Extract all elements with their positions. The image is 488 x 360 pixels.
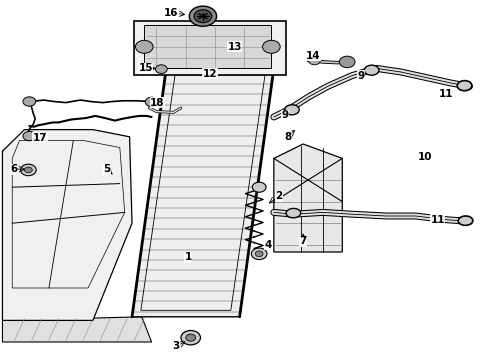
Text: 13: 13 [227, 42, 242, 52]
Text: 5: 5 [103, 164, 110, 174]
Polygon shape [144, 25, 271, 68]
Text: 9: 9 [357, 71, 364, 81]
Text: 2: 2 [275, 191, 282, 201]
Text: 18: 18 [150, 98, 164, 108]
Polygon shape [132, 68, 273, 317]
Text: 12: 12 [203, 69, 217, 79]
Text: 4: 4 [264, 240, 271, 250]
Circle shape [339, 56, 354, 68]
Circle shape [181, 330, 200, 345]
Text: 11: 11 [429, 215, 444, 225]
Text: 8: 8 [284, 132, 290, 142]
Circle shape [252, 182, 265, 192]
Text: 15: 15 [138, 63, 153, 73]
Text: 3: 3 [172, 341, 179, 351]
Circle shape [135, 40, 153, 53]
Circle shape [23, 97, 36, 106]
Circle shape [185, 334, 195, 341]
Circle shape [251, 248, 266, 260]
Circle shape [145, 97, 158, 107]
Circle shape [308, 56, 320, 65]
Circle shape [255, 251, 263, 257]
Circle shape [189, 6, 216, 26]
Text: 6: 6 [10, 164, 17, 174]
Ellipse shape [284, 105, 299, 115]
Text: 9: 9 [281, 110, 287, 120]
Text: 17: 17 [33, 132, 47, 143]
Circle shape [20, 164, 36, 176]
Ellipse shape [285, 208, 300, 218]
Ellipse shape [456, 81, 471, 91]
Circle shape [155, 65, 167, 73]
Circle shape [23, 131, 36, 141]
Circle shape [24, 167, 32, 173]
Text: 7: 7 [299, 236, 306, 246]
Polygon shape [2, 317, 151, 342]
Text: 16: 16 [163, 8, 178, 18]
Bar [134, 21, 285, 75]
Polygon shape [273, 144, 342, 252]
Ellipse shape [364, 65, 378, 75]
Circle shape [262, 40, 280, 53]
Text: 14: 14 [305, 51, 320, 61]
Text: 11: 11 [438, 89, 452, 99]
Ellipse shape [457, 216, 472, 225]
Text: 1: 1 [184, 252, 191, 262]
Text: 10: 10 [417, 152, 432, 162]
Polygon shape [2, 130, 132, 320]
Circle shape [194, 10, 211, 23]
